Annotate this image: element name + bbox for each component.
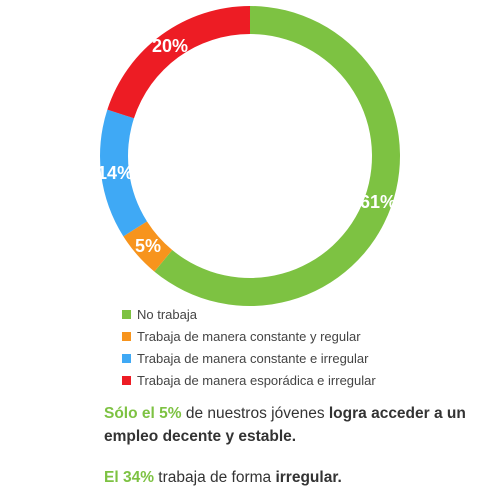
legend-swatch (122, 353, 131, 363)
donut-slice (99, 109, 147, 237)
legend-swatch (122, 309, 131, 319)
note-irregular-work: El 34% trabaja de forma irregular. (104, 466, 342, 489)
legend-item-esporadica-irregular: Trabaja de manera esporádica e irregular (122, 369, 376, 391)
legend-swatch (122, 375, 131, 385)
legend-label: No trabaja (137, 306, 197, 322)
note-text: trabaja de forma (153, 469, 276, 486)
chart-legend: No trabaja Trabaja de manera constante y… (122, 303, 376, 391)
donut-chart: 61% 5% 14% 20% (97, 6, 400, 306)
note-decent-employment: Sólo el 5% de nuestros jóvenes logra acc… (104, 402, 484, 448)
slice-label: 14% (97, 163, 133, 183)
slice-label: 20% (152, 36, 188, 56)
note-emphasis: logra acceder a un empleo decente y esta… (104, 405, 466, 445)
donut-slice (154, 6, 400, 306)
note-text: de nuestros jóvenes (181, 405, 329, 422)
legend-label: Trabaja de manera constante e irregular (137, 350, 369, 366)
legend-item-constante-regular: Trabaja de manera constante y regular (122, 325, 376, 347)
legend-label: Trabaja de manera esporádica e irregular (137, 372, 376, 388)
legend-item-no-trabaja: No trabaja (122, 303, 376, 325)
note-highlight: Sólo el 5% (104, 405, 182, 422)
donut-slice (107, 6, 250, 119)
slice-label: 61% (360, 192, 396, 212)
note-emphasis: irregular. (275, 469, 342, 486)
legend-swatch (122, 331, 131, 341)
legend-label: Trabaja de manera constante y regular (137, 328, 361, 344)
legend-item-constante-irregular: Trabaja de manera constante e irregular (122, 347, 376, 369)
donut-slice (123, 221, 173, 272)
note-highlight: El 34% (104, 469, 154, 486)
slice-label: 5% (135, 236, 161, 256)
